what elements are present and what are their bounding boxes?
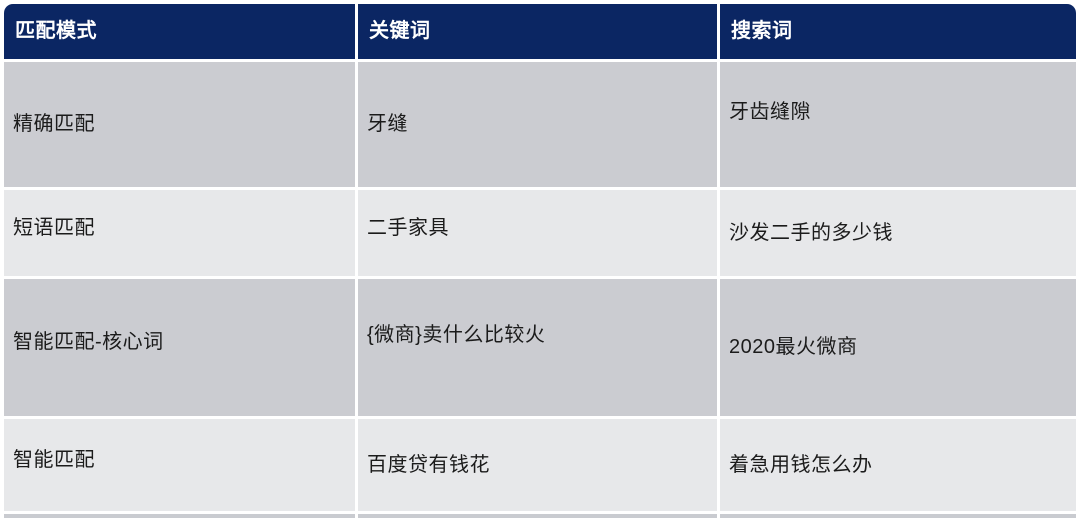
column-header-label: 关键词: [369, 20, 431, 42]
cell-text: 智能匹配-核心词: [13, 331, 164, 353]
column-header-search-term: 搜索词: [720, 4, 1076, 59]
table-cell-r4-search-term: 着急用钱怎么办: [720, 419, 1076, 511]
column-header-keyword: 关键词: [358, 4, 717, 59]
column-header-label: 匹配模式: [15, 20, 97, 42]
cell-text: 沙发二手的多少钱: [729, 221, 893, 244]
column-header-label: 搜索词: [731, 20, 793, 42]
partial-next-row-cell: [720, 514, 1076, 518]
table-cell-r1-match-mode: 精确匹配: [4, 62, 355, 187]
cell-text: 精确匹配: [13, 113, 95, 135]
cell-text: 牙缝: [367, 113, 408, 135]
match-mode-table: 匹配模式 关键词 搜索词 精确匹配 牙缝 牙齿缝隙 短语匹配 二手家具 沙发二手…: [4, 4, 1076, 518]
cell-text: 百度贷有钱花: [367, 453, 490, 476]
table-cell-r2-keyword: 二手家具: [358, 190, 717, 276]
cell-text: 二手家具: [367, 216, 449, 239]
table-cell-r2-match-mode: 短语匹配: [4, 190, 355, 276]
table-cell-r2-search-term: 沙发二手的多少钱: [720, 190, 1076, 276]
table-cell-r4-keyword: 百度贷有钱花: [358, 419, 717, 511]
table-cell-r1-search-term: 牙齿缝隙: [720, 62, 1076, 187]
column-header-match-mode: 匹配模式: [4, 4, 355, 59]
cell-text: 牙齿缝隙: [729, 101, 811, 123]
cell-text: 着急用钱怎么办: [729, 453, 873, 476]
table-cell-r3-match-mode: 智能匹配-核心词: [4, 279, 355, 416]
table-cell-r1-keyword: 牙缝: [358, 62, 717, 187]
table-cell-r4-match-mode: 智能匹配: [4, 419, 355, 511]
partial-next-row-cell: [358, 514, 717, 518]
table-cell-r3-keyword: {微商}卖什么比较火: [358, 279, 717, 416]
cell-text: 智能匹配: [13, 448, 95, 471]
cell-text: 短语匹配: [13, 216, 95, 239]
cell-text: 2020最火微商: [729, 336, 858, 358]
cell-text: {微商}卖什么比较火: [367, 324, 546, 346]
table-cell-r3-search-term: 2020最火微商: [720, 279, 1076, 416]
partial-next-row-cell: [4, 514, 355, 518]
